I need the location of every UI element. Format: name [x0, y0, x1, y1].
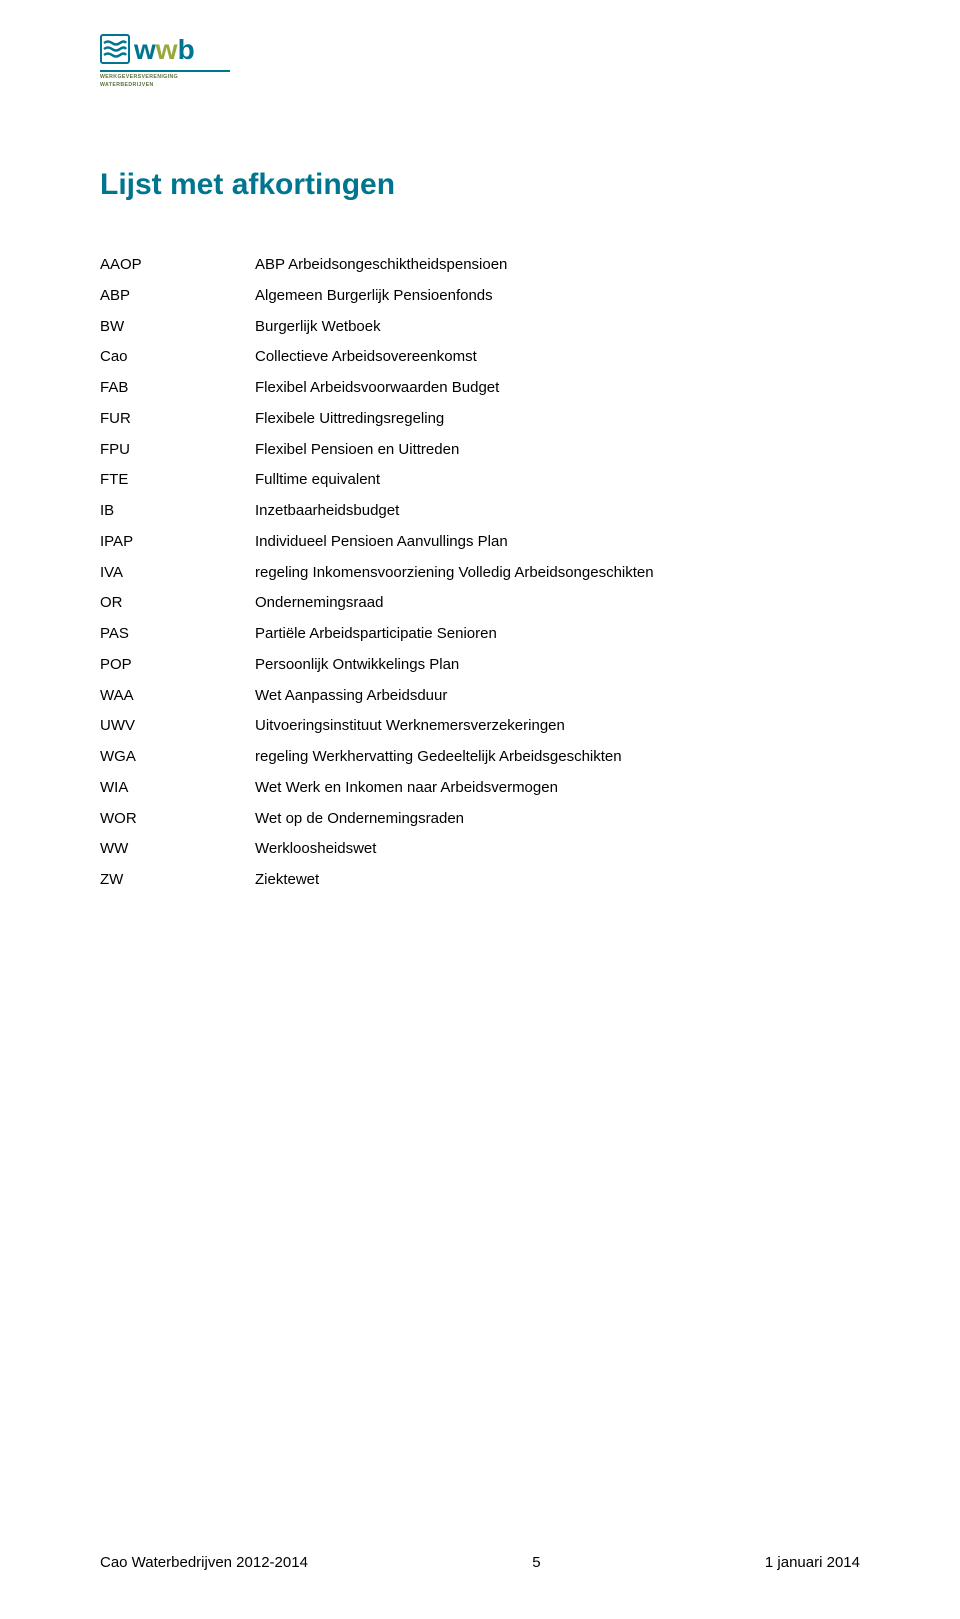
abbr-row: FPUFlexibel Pensioen en Uittreden: [100, 435, 860, 466]
logo-subtitle-2: WATERBEDRIJVEN: [100, 82, 230, 88]
page-footer: Cao Waterbedrijven 2012-2014 5 1 januari…: [100, 1554, 860, 1571]
abbr-key: WAA: [100, 681, 255, 712]
abbr-row: AAOPABP Arbeidsongeschiktheidspensioen: [100, 250, 860, 281]
abbr-row: ABPAlgemeen Burgerlijk Pensioenfonds: [100, 281, 860, 312]
abbr-value: Flexibel Arbeidsvoorwaarden Budget: [255, 373, 860, 404]
abbr-key: Cao: [100, 342, 255, 373]
abbr-row: ZWZiektewet: [100, 865, 860, 896]
abbr-key: FPU: [100, 435, 255, 466]
abbr-value: regeling Inkomensvoorziening Volledig Ar…: [255, 558, 860, 589]
abbr-value: Algemeen Burgerlijk Pensioenfonds: [255, 281, 860, 312]
abbr-value: Ziektewet: [255, 865, 860, 896]
abbr-value: Wet Aanpassing Arbeidsduur: [255, 681, 860, 712]
abbr-row: FABFlexibel Arbeidsvoorwaarden Budget: [100, 373, 860, 404]
wwb-logo: wwb WERKGEVERSVERENIGING WATERBEDRIJVEN: [100, 32, 230, 88]
abbr-value: Ondernemingsraad: [255, 588, 860, 619]
abbr-key: OR: [100, 588, 255, 619]
footer-page-number: 5: [532, 1554, 540, 1571]
abbr-key: IB: [100, 496, 255, 527]
abbr-value: Collectieve Arbeidsovereenkomst: [255, 342, 860, 373]
abbr-key: WW: [100, 834, 255, 865]
abbr-value: Fulltime equivalent: [255, 465, 860, 496]
abbr-value: regeling Werkhervatting Gedeeltelijk Arb…: [255, 742, 860, 773]
abbr-value: Burgerlijk Wetboek: [255, 312, 860, 343]
abbr-key: ZW: [100, 865, 255, 896]
abbr-row: IPAPIndividueel Pensioen Aanvullings Pla…: [100, 527, 860, 558]
abbr-row: POPPersoonlijk Ontwikkelings Plan: [100, 650, 860, 681]
abbr-row: BWBurgerlijk Wetboek: [100, 312, 860, 343]
abbr-row: WGAregeling Werkhervatting Gedeeltelijk …: [100, 742, 860, 773]
abbr-row: FTEFulltime equivalent: [100, 465, 860, 496]
abbr-value: Individueel Pensioen Aanvullings Plan: [255, 527, 860, 558]
abbr-key: PAS: [100, 619, 255, 650]
abbr-value: ABP Arbeidsongeschiktheidspensioen: [255, 250, 860, 281]
abbr-row: IBInzetbaarheidsbudget: [100, 496, 860, 527]
abbr-key: IPAP: [100, 527, 255, 558]
abbr-row: IVAregeling Inkomensvoorziening Volledig…: [100, 558, 860, 589]
abbr-value: Wet Werk en Inkomen naar Arbeidsvermogen: [255, 773, 860, 804]
abbr-key: UWV: [100, 711, 255, 742]
abbr-key: WOR: [100, 804, 255, 835]
abbr-row: OROndernemingsraad: [100, 588, 860, 619]
abbr-row: WIAWet Werk en Inkomen naar Arbeidsvermo…: [100, 773, 860, 804]
abbr-row: PASPartiële Arbeidsparticipatie Senioren: [100, 619, 860, 650]
abbr-value: Persoonlijk Ontwikkelings Plan: [255, 650, 860, 681]
abbr-value: Werkloosheidswet: [255, 834, 860, 865]
abbr-value: Uitvoeringsinstituut Werknemersverzekeri…: [255, 711, 860, 742]
abbr-key: FTE: [100, 465, 255, 496]
abbr-value: Wet op de Ondernemingsraden: [255, 804, 860, 835]
abbr-key: WIA: [100, 773, 255, 804]
abbr-row: WWWerkloosheidswet: [100, 834, 860, 865]
footer-left: Cao Waterbedrijven 2012-2014: [100, 1554, 308, 1571]
abbr-key: BW: [100, 312, 255, 343]
abbr-row: WORWet op de Ondernemingsraden: [100, 804, 860, 835]
page-title: Lijst met afkortingen: [100, 168, 860, 202]
abbr-key: WGA: [100, 742, 255, 773]
abbr-value: Flexibel Pensioen en Uittreden: [255, 435, 860, 466]
logo-subtitle-1: WERKGEVERSVERENIGING: [100, 74, 230, 80]
svg-text:wwb: wwb: [133, 34, 195, 65]
abbr-key: FUR: [100, 404, 255, 435]
abbr-key: POP: [100, 650, 255, 681]
abbr-key: IVA: [100, 558, 255, 589]
abbr-value: Inzetbaarheidsbudget: [255, 496, 860, 527]
abbr-row: UWVUitvoeringsinstituut Werknemersverzek…: [100, 711, 860, 742]
abbr-key: AAOP: [100, 250, 255, 281]
abbr-key: FAB: [100, 373, 255, 404]
abbr-row: FURFlexibele Uittredingsregeling: [100, 404, 860, 435]
abbr-key: ABP: [100, 281, 255, 312]
abbr-value: Flexibele Uittredingsregeling: [255, 404, 860, 435]
abbreviation-list: AAOPABP ArbeidsongeschiktheidspensioenAB…: [100, 250, 860, 896]
abbr-value: Partiële Arbeidsparticipatie Senioren: [255, 619, 860, 650]
abbr-row: CaoCollectieve Arbeidsovereenkomst: [100, 342, 860, 373]
footer-right: 1 januari 2014: [765, 1554, 860, 1571]
abbr-row: WAAWet Aanpassing Arbeidsduur: [100, 681, 860, 712]
